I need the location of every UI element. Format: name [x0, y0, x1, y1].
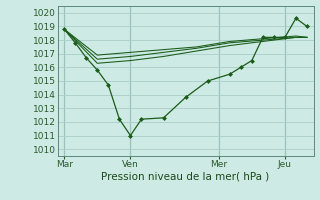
X-axis label: Pression niveau de la mer( hPa ): Pression niveau de la mer( hPa )	[101, 172, 270, 182]
